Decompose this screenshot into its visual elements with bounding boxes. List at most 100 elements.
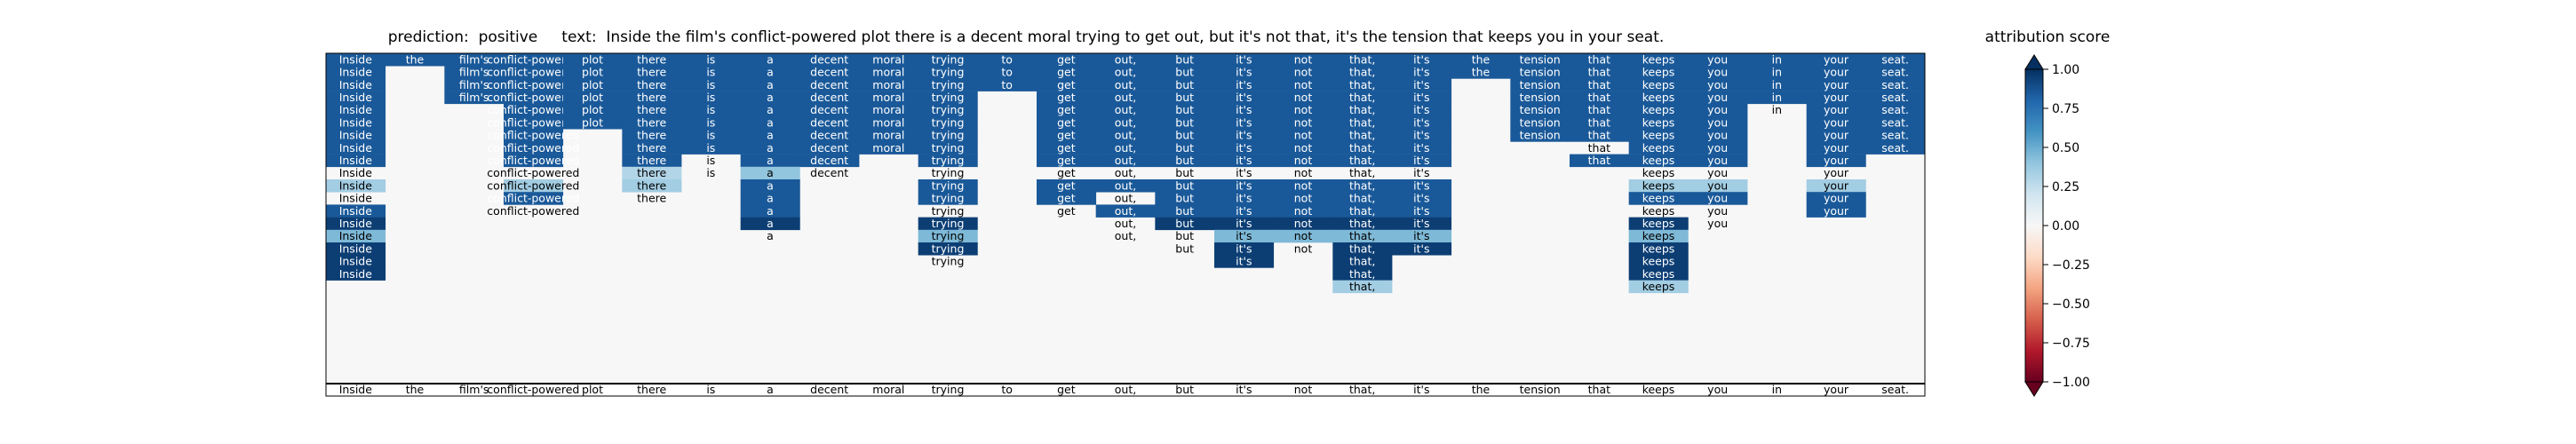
cell-token-label: trying bbox=[932, 229, 965, 242]
cell-token-label: that, bbox=[1349, 217, 1375, 230]
cell-token-label: your bbox=[1824, 129, 1849, 142]
heatmap-cell bbox=[1332, 204, 1393, 218]
heatmap-cell bbox=[1037, 116, 1097, 130]
heatmap-cell bbox=[1392, 78, 1452, 91]
heatmap-cell bbox=[1273, 179, 1333, 193]
heatmap-cell bbox=[859, 78, 919, 91]
token-tick-label: your bbox=[1824, 383, 1849, 396]
heatmap-cell bbox=[1628, 154, 1689, 168]
cell-token-label: there bbox=[637, 52, 666, 66]
heatmap-cell bbox=[1392, 229, 1452, 243]
heatmap-cell bbox=[1037, 53, 1097, 67]
cell-token-label: conflict-powered bbox=[487, 66, 579, 79]
token-tick-label: you bbox=[1707, 383, 1728, 396]
cell-token-label: tension bbox=[1520, 78, 1561, 91]
token-tick-label: it's bbox=[1236, 383, 1252, 396]
heatmap-cell bbox=[444, 66, 505, 79]
cell-token-label: there bbox=[637, 166, 666, 179]
heatmap-cell bbox=[859, 66, 919, 79]
token-tick-label: conflict-powered bbox=[487, 383, 579, 396]
cell-token-label: out, bbox=[1115, 217, 1136, 230]
cell-token-label: get bbox=[1057, 178, 1076, 192]
heatmap-cell bbox=[1688, 116, 1748, 130]
heatmap-cell bbox=[326, 242, 386, 256]
heatmap-cell bbox=[326, 116, 386, 130]
cell-token-label: decent bbox=[810, 115, 848, 129]
cell-token-label: there bbox=[637, 78, 666, 91]
heatmap-cell bbox=[1392, 103, 1452, 117]
cell-token-label: get bbox=[1057, 154, 1076, 167]
heatmap-cell bbox=[1214, 66, 1275, 79]
heatmap-cell bbox=[681, 66, 742, 79]
cell-token-label: trying bbox=[932, 66, 965, 79]
cell-token-label: trying bbox=[932, 103, 965, 116]
heatmap-cell bbox=[740, 129, 800, 142]
cell-token-label: conflict-powered bbox=[487, 154, 579, 167]
heatmap-cell bbox=[799, 53, 860, 67]
colorbar-tick-label: 0.75 bbox=[2052, 102, 2079, 116]
heatmap-cell bbox=[1214, 103, 1275, 117]
heatmap-cell bbox=[1155, 53, 1215, 67]
heatmap-cell bbox=[1806, 66, 1866, 79]
cell-token-label: to bbox=[1001, 78, 1013, 91]
cell-token-label: your bbox=[1824, 178, 1849, 192]
cell-token-label: seat. bbox=[1881, 78, 1909, 91]
heatmap-cell bbox=[1273, 116, 1333, 130]
heatmap-cell bbox=[1273, 91, 1333, 105]
cell-token-label: a bbox=[767, 204, 774, 218]
cell-token-label: get bbox=[1057, 141, 1076, 155]
colorbar-extend-bottom bbox=[2024, 381, 2044, 397]
heatmap-cell bbox=[918, 66, 978, 79]
heatmap-cell bbox=[859, 129, 919, 142]
heatmap-cell bbox=[1688, 179, 1748, 193]
heatmap-cell bbox=[1688, 192, 1748, 205]
heatmap-cell bbox=[1214, 78, 1275, 91]
cell-token-label: out, bbox=[1115, 154, 1136, 167]
heatmap-cell bbox=[1037, 78, 1097, 91]
prediction-label: prediction: bbox=[387, 28, 469, 46]
colorbar-tick-label: −0.50 bbox=[2052, 297, 2090, 312]
cell-token-label: is bbox=[706, 115, 715, 129]
cell-token-label: a bbox=[767, 154, 774, 167]
cell-token-label: it's bbox=[1413, 52, 1429, 66]
cell-token-label: trying bbox=[932, 91, 965, 104]
cell-token-label: it's bbox=[1236, 129, 1252, 142]
cell-token-label: conflict-powered bbox=[487, 91, 579, 104]
cell-token-label: it's bbox=[1236, 103, 1252, 116]
heatmap-cell bbox=[1095, 116, 1156, 130]
heatmap-cell bbox=[1628, 91, 1689, 105]
heatmap-cell bbox=[562, 66, 623, 79]
cell-token-label: it's bbox=[1413, 166, 1429, 179]
cell-token-label: it's bbox=[1236, 242, 1252, 255]
cell-token-label: out, bbox=[1115, 204, 1136, 218]
heatmap-cell bbox=[1806, 53, 1866, 67]
heatmap-cell bbox=[1155, 78, 1215, 91]
cell-token-label: a bbox=[767, 129, 774, 142]
cell-token-label: trying bbox=[932, 217, 965, 230]
cell-token-label: seat. bbox=[1881, 115, 1909, 129]
heatmap-cell bbox=[444, 53, 505, 67]
cell-token-label: but bbox=[1175, 242, 1194, 255]
heatmap-cell bbox=[1155, 192, 1215, 205]
cell-token-label: it's bbox=[1236, 166, 1252, 179]
cell-token-label: not bbox=[1294, 242, 1313, 255]
cell-token-label: there bbox=[637, 141, 666, 155]
heatmap-cell bbox=[1628, 116, 1689, 130]
heatmap-cell bbox=[504, 141, 564, 155]
heatmap-cell bbox=[918, 217, 978, 231]
cell-token-label: plot bbox=[582, 52, 603, 66]
heatmap-cell bbox=[1865, 78, 1926, 91]
cell-token-label: Inside bbox=[339, 242, 373, 255]
cell-token-label: decent bbox=[810, 91, 848, 104]
cell-token-label: there bbox=[637, 115, 666, 129]
cell-token-label: a bbox=[767, 91, 774, 104]
cell-token-label: not bbox=[1294, 178, 1313, 192]
cell-token-label: it's bbox=[1236, 154, 1252, 167]
cell-token-label: trying bbox=[932, 115, 965, 129]
heatmap-cell bbox=[622, 154, 682, 168]
heatmap-cell bbox=[1273, 217, 1333, 231]
cell-token-label: but bbox=[1175, 229, 1194, 242]
cell-token-label: to bbox=[1001, 52, 1013, 66]
heatmap-cell bbox=[504, 129, 564, 142]
